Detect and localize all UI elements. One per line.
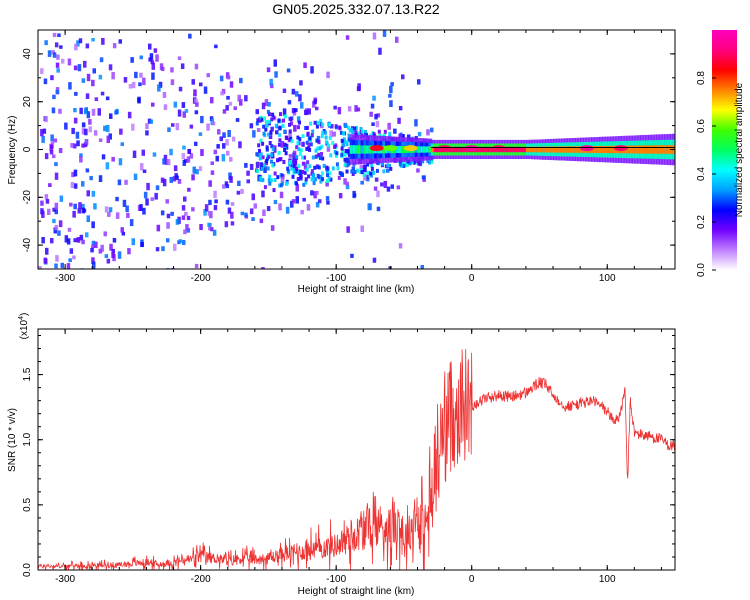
colorbar-tick-label: 0.6	[696, 119, 707, 133]
colorbar: 0.0 0.2 0.4 0.6 0.8 Normalized spectral ampl…	[696, 30, 745, 277]
snr-series	[38, 348, 675, 570]
snr-y-tick-label: 1.5	[22, 367, 33, 381]
spectrogram-x-tick-label: 0	[469, 273, 475, 284]
colorbar-tick-label: 0.2	[696, 215, 707, 229]
spectrogram-x-tick-label: -300	[55, 273, 75, 284]
snr-x-tick-label: -200	[191, 574, 211, 585]
figure-title: GN05.2025.332.07.13.R22	[272, 1, 440, 17]
snr-y-tick-label: 1.0	[22, 432, 33, 446]
snr-scale-label: (x104)	[18, 313, 30, 340]
snr-x-tick-label: -300	[55, 574, 75, 585]
snr-x-tick-label: 0	[469, 574, 475, 585]
spectrogram-x-tick-label: -200	[191, 273, 211, 284]
spectrogram-heatmap	[38, 30, 675, 269]
spectrogram-x-axis-label: Height of straight line (km)	[298, 284, 415, 295]
colorbar-gradient	[712, 30, 737, 270]
snr-panel: -300 -200 -100 0 100 0.0 0.5 1.0 1.5 Height of s…	[7, 313, 676, 597]
snr-y-tick-label: 0.5	[22, 497, 33, 511]
snr-frame	[37, 328, 676, 571]
colorbar-ticks: 0.0 0.2 0.4 0.6 0.8	[696, 71, 716, 277]
colorbar-tick-label: 0.4	[696, 167, 707, 181]
snr-x-tick-label: -100	[326, 574, 346, 585]
snr-plot-area	[38, 329, 675, 570]
spectrogram-y-tick-label: 0	[22, 146, 33, 152]
snr-x-tick-label: 100	[599, 574, 616, 585]
spectrogram-x-tick-label: 100	[599, 273, 616, 284]
spectrogram-y-tick-label: -20	[22, 190, 33, 205]
spectrogram-y-tick-label: 40	[22, 48, 33, 60]
snr-ticks: -300 -200 -100 0 100 0.0 0.5 1.0 1.5	[22, 329, 675, 585]
snr-y-axis-label: SNR (10 * v/v)	[7, 408, 18, 472]
spectrogram-y-axis-label: Frequency (Hz)	[7, 116, 18, 185]
snr-y-tick-label: 0.0	[22, 563, 33, 577]
colorbar-label: Normalized spectral amplitude	[734, 82, 745, 217]
snr-x-axis-label: Height of straight line (km)	[298, 586, 415, 597]
spectrogram-y-tick-label: 20	[22, 96, 33, 108]
snr-line	[38, 348, 675, 570]
colorbar-tick-label: 0.8	[696, 71, 707, 85]
spectrogram-y-tick-label: -40	[22, 237, 33, 252]
colorbar-tick-label: 0.0	[696, 263, 707, 277]
spectrogram-x-tick-label: -100	[326, 273, 346, 284]
